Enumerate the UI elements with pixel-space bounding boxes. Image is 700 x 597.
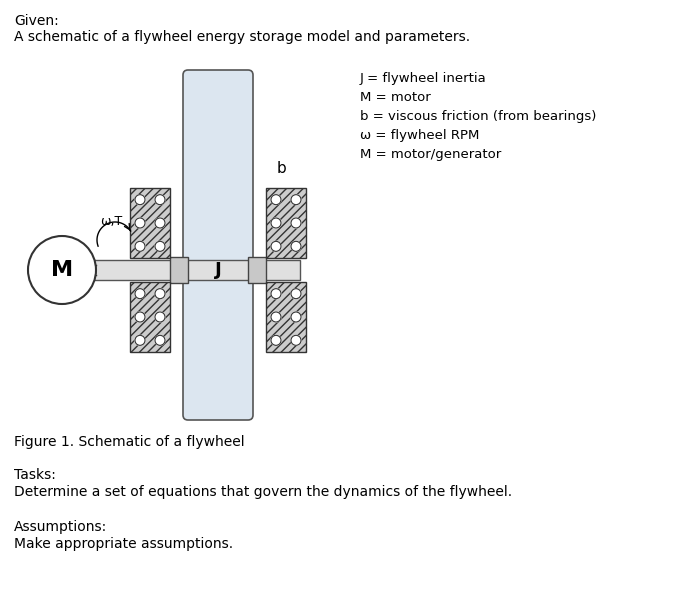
Circle shape <box>271 336 281 345</box>
Circle shape <box>271 312 281 322</box>
Circle shape <box>291 195 301 205</box>
Bar <box>170 257 188 283</box>
Text: Given:: Given: <box>14 14 59 28</box>
Text: J: J <box>215 261 221 279</box>
Text: M: M <box>51 260 73 280</box>
Circle shape <box>135 218 145 228</box>
Bar <box>266 282 306 352</box>
Circle shape <box>28 236 96 304</box>
Bar <box>130 282 170 352</box>
Text: Assumptions:: Assumptions: <box>14 520 107 534</box>
Text: b = viscous friction (from bearings): b = viscous friction (from bearings) <box>360 110 596 123</box>
Text: J = flywheel inertia: J = flywheel inertia <box>360 72 486 85</box>
Bar <box>130 188 170 258</box>
Text: Determine a set of equations that govern the dynamics of the flywheel.: Determine a set of equations that govern… <box>14 485 512 499</box>
FancyBboxPatch shape <box>183 70 253 420</box>
Text: Make appropriate assumptions.: Make appropriate assumptions. <box>14 537 233 551</box>
Text: M = motor/generator: M = motor/generator <box>360 148 501 161</box>
Circle shape <box>271 195 281 205</box>
Circle shape <box>135 289 145 298</box>
Circle shape <box>155 312 165 322</box>
Text: ω = flywheel RPM: ω = flywheel RPM <box>360 129 480 142</box>
Circle shape <box>135 195 145 205</box>
Circle shape <box>291 336 301 345</box>
Bar <box>248 257 266 283</box>
Circle shape <box>291 218 301 228</box>
Circle shape <box>155 241 165 251</box>
Circle shape <box>271 289 281 298</box>
Circle shape <box>271 241 281 251</box>
Circle shape <box>135 312 145 322</box>
Text: A schematic of a flywheel energy storage model and parameters.: A schematic of a flywheel energy storage… <box>14 30 470 44</box>
Circle shape <box>155 195 165 205</box>
Circle shape <box>271 218 281 228</box>
Circle shape <box>155 289 165 298</box>
Bar <box>88 260 300 280</box>
Circle shape <box>135 241 145 251</box>
Text: Figure 1. Schematic of a flywheel: Figure 1. Schematic of a flywheel <box>14 435 244 449</box>
Circle shape <box>291 289 301 298</box>
Text: b: b <box>276 161 286 176</box>
Text: M = motor: M = motor <box>360 91 430 104</box>
Circle shape <box>155 336 165 345</box>
Circle shape <box>155 218 165 228</box>
Circle shape <box>291 241 301 251</box>
Text: ω,T: ω,T <box>100 215 122 228</box>
Circle shape <box>135 336 145 345</box>
Bar <box>266 188 306 258</box>
Circle shape <box>291 312 301 322</box>
Text: Tasks:: Tasks: <box>14 468 56 482</box>
